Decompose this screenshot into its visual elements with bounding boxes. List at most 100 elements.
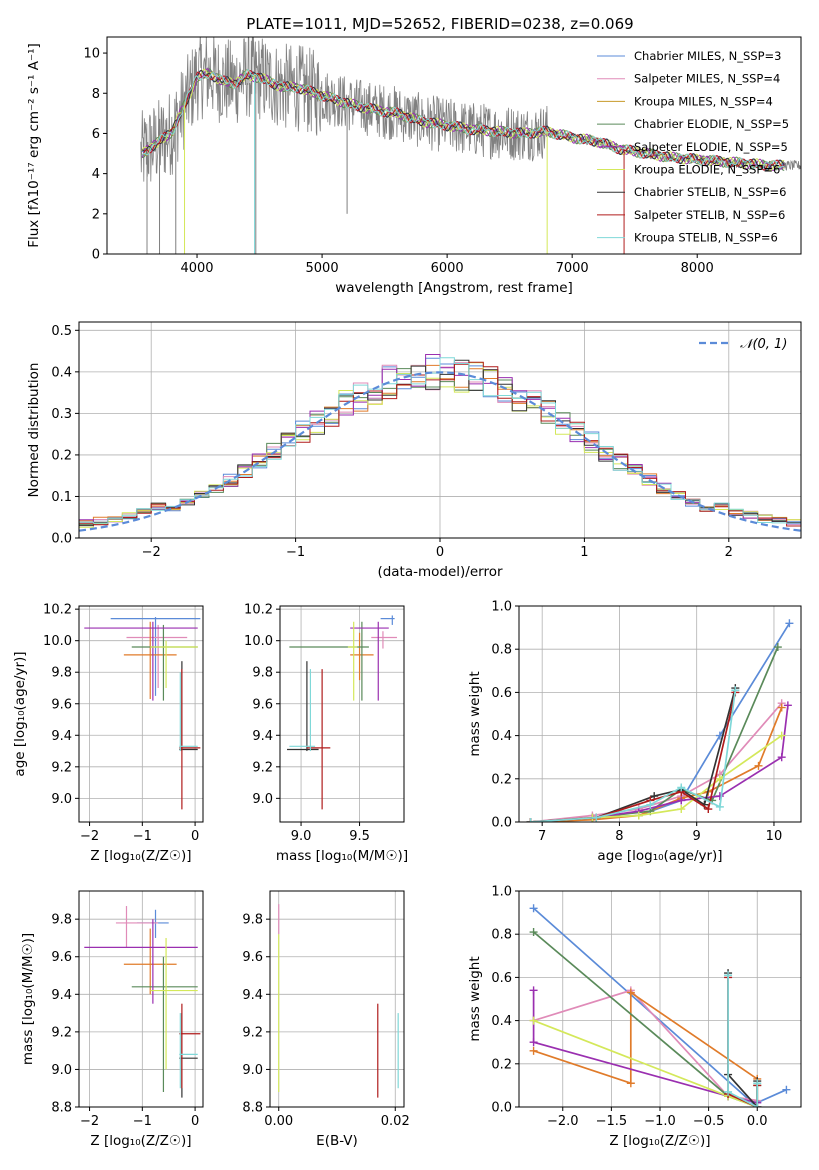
mass-vs-Z-y-tick-label: 9.4 xyxy=(51,988,72,1003)
weight-vs-Z-x-axis-label: Z [log₁₀(Z/Z☉)] xyxy=(609,1133,710,1149)
weight-vs-Z-x-tick-label: −1.0 xyxy=(644,1114,676,1129)
mass-vs-EBV-frame xyxy=(269,890,405,1108)
mass-vs-Z-y-tick-label: 9.2 xyxy=(51,1025,72,1040)
weight-vs-age-point-marker xyxy=(777,753,786,762)
spectrum-legend-label: Chabrier MILES, N_SSP=3 xyxy=(634,49,781,63)
age-vs-Z-y-tick-label: 9.6 xyxy=(51,697,72,712)
residuals-x-tick-label: 0 xyxy=(436,545,444,560)
weight-vs-Z-series-line xyxy=(727,975,759,1107)
age-vs-Z-panel: −2 −1 0 9.0 9.2 9.4 9.6 9.8 10.0 10.2 Z [log₁₀(Z/Z… xyxy=(12,603,204,864)
residuals-x-tick-label: 1 xyxy=(580,545,588,560)
weight-vs-age-y-tick-label: 0.0 xyxy=(491,816,512,831)
weight-vs-age-point-marker xyxy=(783,701,792,710)
age-vs-Z-y-tick-label: 9.4 xyxy=(51,729,72,744)
residual-histogram xyxy=(79,359,801,527)
weight-vs-Z-point-marker xyxy=(782,1085,791,1094)
age-vs-mass-y-tick-label: 10.2 xyxy=(244,603,273,618)
spectrum-legend-label: Kroupa STELIB, N_SSP=6 xyxy=(634,231,778,245)
age-vs-Z-y-tick-label: 10.0 xyxy=(43,634,72,649)
age-vs-Z-plot-area xyxy=(79,606,203,822)
mass-vs-EBV-y-tick-label: 9.8 xyxy=(242,913,263,928)
weight-vs-Z-point-marker xyxy=(626,1079,635,1088)
weight-vs-age-point-marker xyxy=(754,761,763,770)
weight-vs-age-point-marker xyxy=(715,792,724,801)
residuals-y-tick-label: 0.2 xyxy=(51,448,72,463)
spectrum-legend-label: Salpeter STELIB, N_SSP=6 xyxy=(634,208,785,222)
spectrum-panel: 4000 5000 6000 7000 8000 0 2 4 6 8 10 wavelength [A… xyxy=(26,36,802,296)
weight-vs-age-point-marker xyxy=(677,783,686,792)
spectrum-legend-label: Chabrier STELIB, N_SSP=6 xyxy=(634,185,786,199)
weight-vs-age-point-marker xyxy=(677,805,686,814)
residual-histogram xyxy=(79,357,801,524)
weight-vs-age-point-marker xyxy=(715,802,724,811)
weight-vs-age-x-tick-label: 7 xyxy=(538,829,546,844)
mass-vs-Z-y-tick-label: 9.0 xyxy=(51,1063,72,1078)
residuals-y-axis-label: Normed distribution xyxy=(26,363,42,498)
weight-vs-age-point-marker xyxy=(592,813,601,822)
mass-vs-EBV-y-tick-label: 9.0 xyxy=(242,1063,263,1078)
residuals-y-tick-label: 0.1 xyxy=(51,490,72,505)
age-vs-mass-frame xyxy=(279,605,405,823)
spectrum-y-tick-label: 6 xyxy=(92,127,100,142)
age-vs-mass-marks xyxy=(287,615,397,810)
mass-vs-EBV-x-axis-label: E(B-V) xyxy=(316,1133,358,1149)
age-vs-mass-panel: 9.0 9.5 9.0 9.2 9.4 9.6 9.8 10.0 10.2 mass [log₁₀… xyxy=(244,603,408,864)
weight-vs-Z-x-tick-label: −2.0 xyxy=(547,1114,579,1129)
weight-vs-Z-point-marker xyxy=(753,1079,762,1088)
weight-vs-Z-point-marker xyxy=(529,986,538,995)
weight-vs-age-y-tick-label: 0.8 xyxy=(491,643,512,658)
mass-vs-Z-x-axis-label: Z [log₁₀(Z/Z☉)] xyxy=(90,1133,191,1149)
weight-vs-Z-y-tick-label: 0.0 xyxy=(491,1101,512,1116)
age-vs-mass-y-tick-label: 9.8 xyxy=(252,666,273,681)
age-vs-mass-y-tick-label: 9.6 xyxy=(252,697,273,712)
residuals-x-axis-label: (data-model)/error xyxy=(377,564,503,580)
weight-vs-age-point-marker xyxy=(704,805,713,814)
weight-vs-Z-frame xyxy=(518,890,802,1108)
weight-vs-age-y-tick-label: 0.2 xyxy=(491,772,512,787)
weight-vs-age-point-marker xyxy=(634,811,643,820)
mass-vs-EBV-marks xyxy=(278,904,399,1098)
weight-vs-Z-x-tick-label: −1.5 xyxy=(596,1114,628,1129)
weight-vs-age-y-tick-label: 1.0 xyxy=(491,600,512,615)
weight-vs-Z-y-axis-label: mass weight xyxy=(467,956,483,1041)
weight-vs-Z-y-tick-label: 0.4 xyxy=(491,1014,512,1029)
spectrum-frame xyxy=(106,36,802,255)
figure-title: PLATE=1011, MJD=52652, FIBERID=0238, z=0… xyxy=(246,15,633,33)
weight-vs-age-point-marker xyxy=(677,796,686,805)
weight-vs-age-x-tick-label: 9 xyxy=(693,829,701,844)
weight-vs-age-point-marker xyxy=(646,800,655,809)
spectrum-legend: Chabrier MILES, N_SSP=3 Salpeter MILES, N… xyxy=(597,49,789,245)
spectrum-legend-label: Salpeter MILES, N_SSP=4 xyxy=(634,72,780,86)
weight-vs-Z-marks xyxy=(529,904,791,1107)
weight-vs-Z-point-marker xyxy=(529,1038,538,1047)
weight-vs-Z-x-tick-label: −0.5 xyxy=(693,1114,725,1129)
mass-vs-Z-frame xyxy=(78,890,204,1108)
weight-vs-Z-y-tick-label: 1.0 xyxy=(491,885,512,900)
weight-vs-age-point-marker xyxy=(777,703,786,712)
mass-vs-Z-y-tick-label: 8.8 xyxy=(51,1101,72,1116)
weight-vs-age-series-line xyxy=(530,690,737,822)
spectrum-x-tick-label: 8000 xyxy=(681,261,714,276)
weight-vs-age-point-marker xyxy=(731,686,740,695)
weight-vs-Z-y-tick-label: 0.6 xyxy=(491,971,512,986)
weight-vs-age-frame xyxy=(518,605,802,823)
weight-vs-Z-x-tick-label: 0.0 xyxy=(747,1114,768,1129)
mass-vs-Z-y-axis-label: mass [log₁₀(M/M☉)] xyxy=(20,933,36,1065)
mass-vs-EBV-y-tick-label: 9.2 xyxy=(242,1025,263,1040)
residual-legend-label: 𝒩(0, 1) xyxy=(740,337,787,352)
age-vs-mass-x-axis-label: mass [log₁₀(M/M☉)] xyxy=(276,848,408,864)
age-vs-Z-x-axis-label: Z [log₁₀(Z/Z☉)] xyxy=(90,848,191,864)
mass-vs-EBV-x-tick-label: 0.00 xyxy=(264,1114,293,1129)
weight-vs-age-x-axis-label: age [log₁₀(age/yr)] xyxy=(597,848,722,864)
mass-vs-Z-panel: −2 −1 0 8.8 9.0 9.2 9.4 9.6 9.8 Z [log₁₀(Z/Z☉)] ma… xyxy=(20,890,204,1149)
age-vs-Z-y-tick-label: 10.2 xyxy=(43,603,72,618)
weight-vs-age-plot-area xyxy=(519,606,801,822)
weight-vs-age-marks xyxy=(526,619,794,822)
mass-vs-EBV-x-tick-label: 0.02 xyxy=(381,1114,410,1129)
weight-vs-Z-panel: −2.0 −1.5 −1.0 −0.5 0.0 0.0 0.2 0.4 0.6 0.8 1.0 Z [… xyxy=(467,885,802,1149)
mass-vs-Z-marks xyxy=(84,906,201,1098)
weight-vs-Z-point-marker xyxy=(529,1046,538,1055)
residuals-y-tick-label: 0.0 xyxy=(51,532,72,547)
spectrum-y-tick-label: 0 xyxy=(92,248,100,263)
residuals-x-tick-label: −2 xyxy=(142,545,161,560)
